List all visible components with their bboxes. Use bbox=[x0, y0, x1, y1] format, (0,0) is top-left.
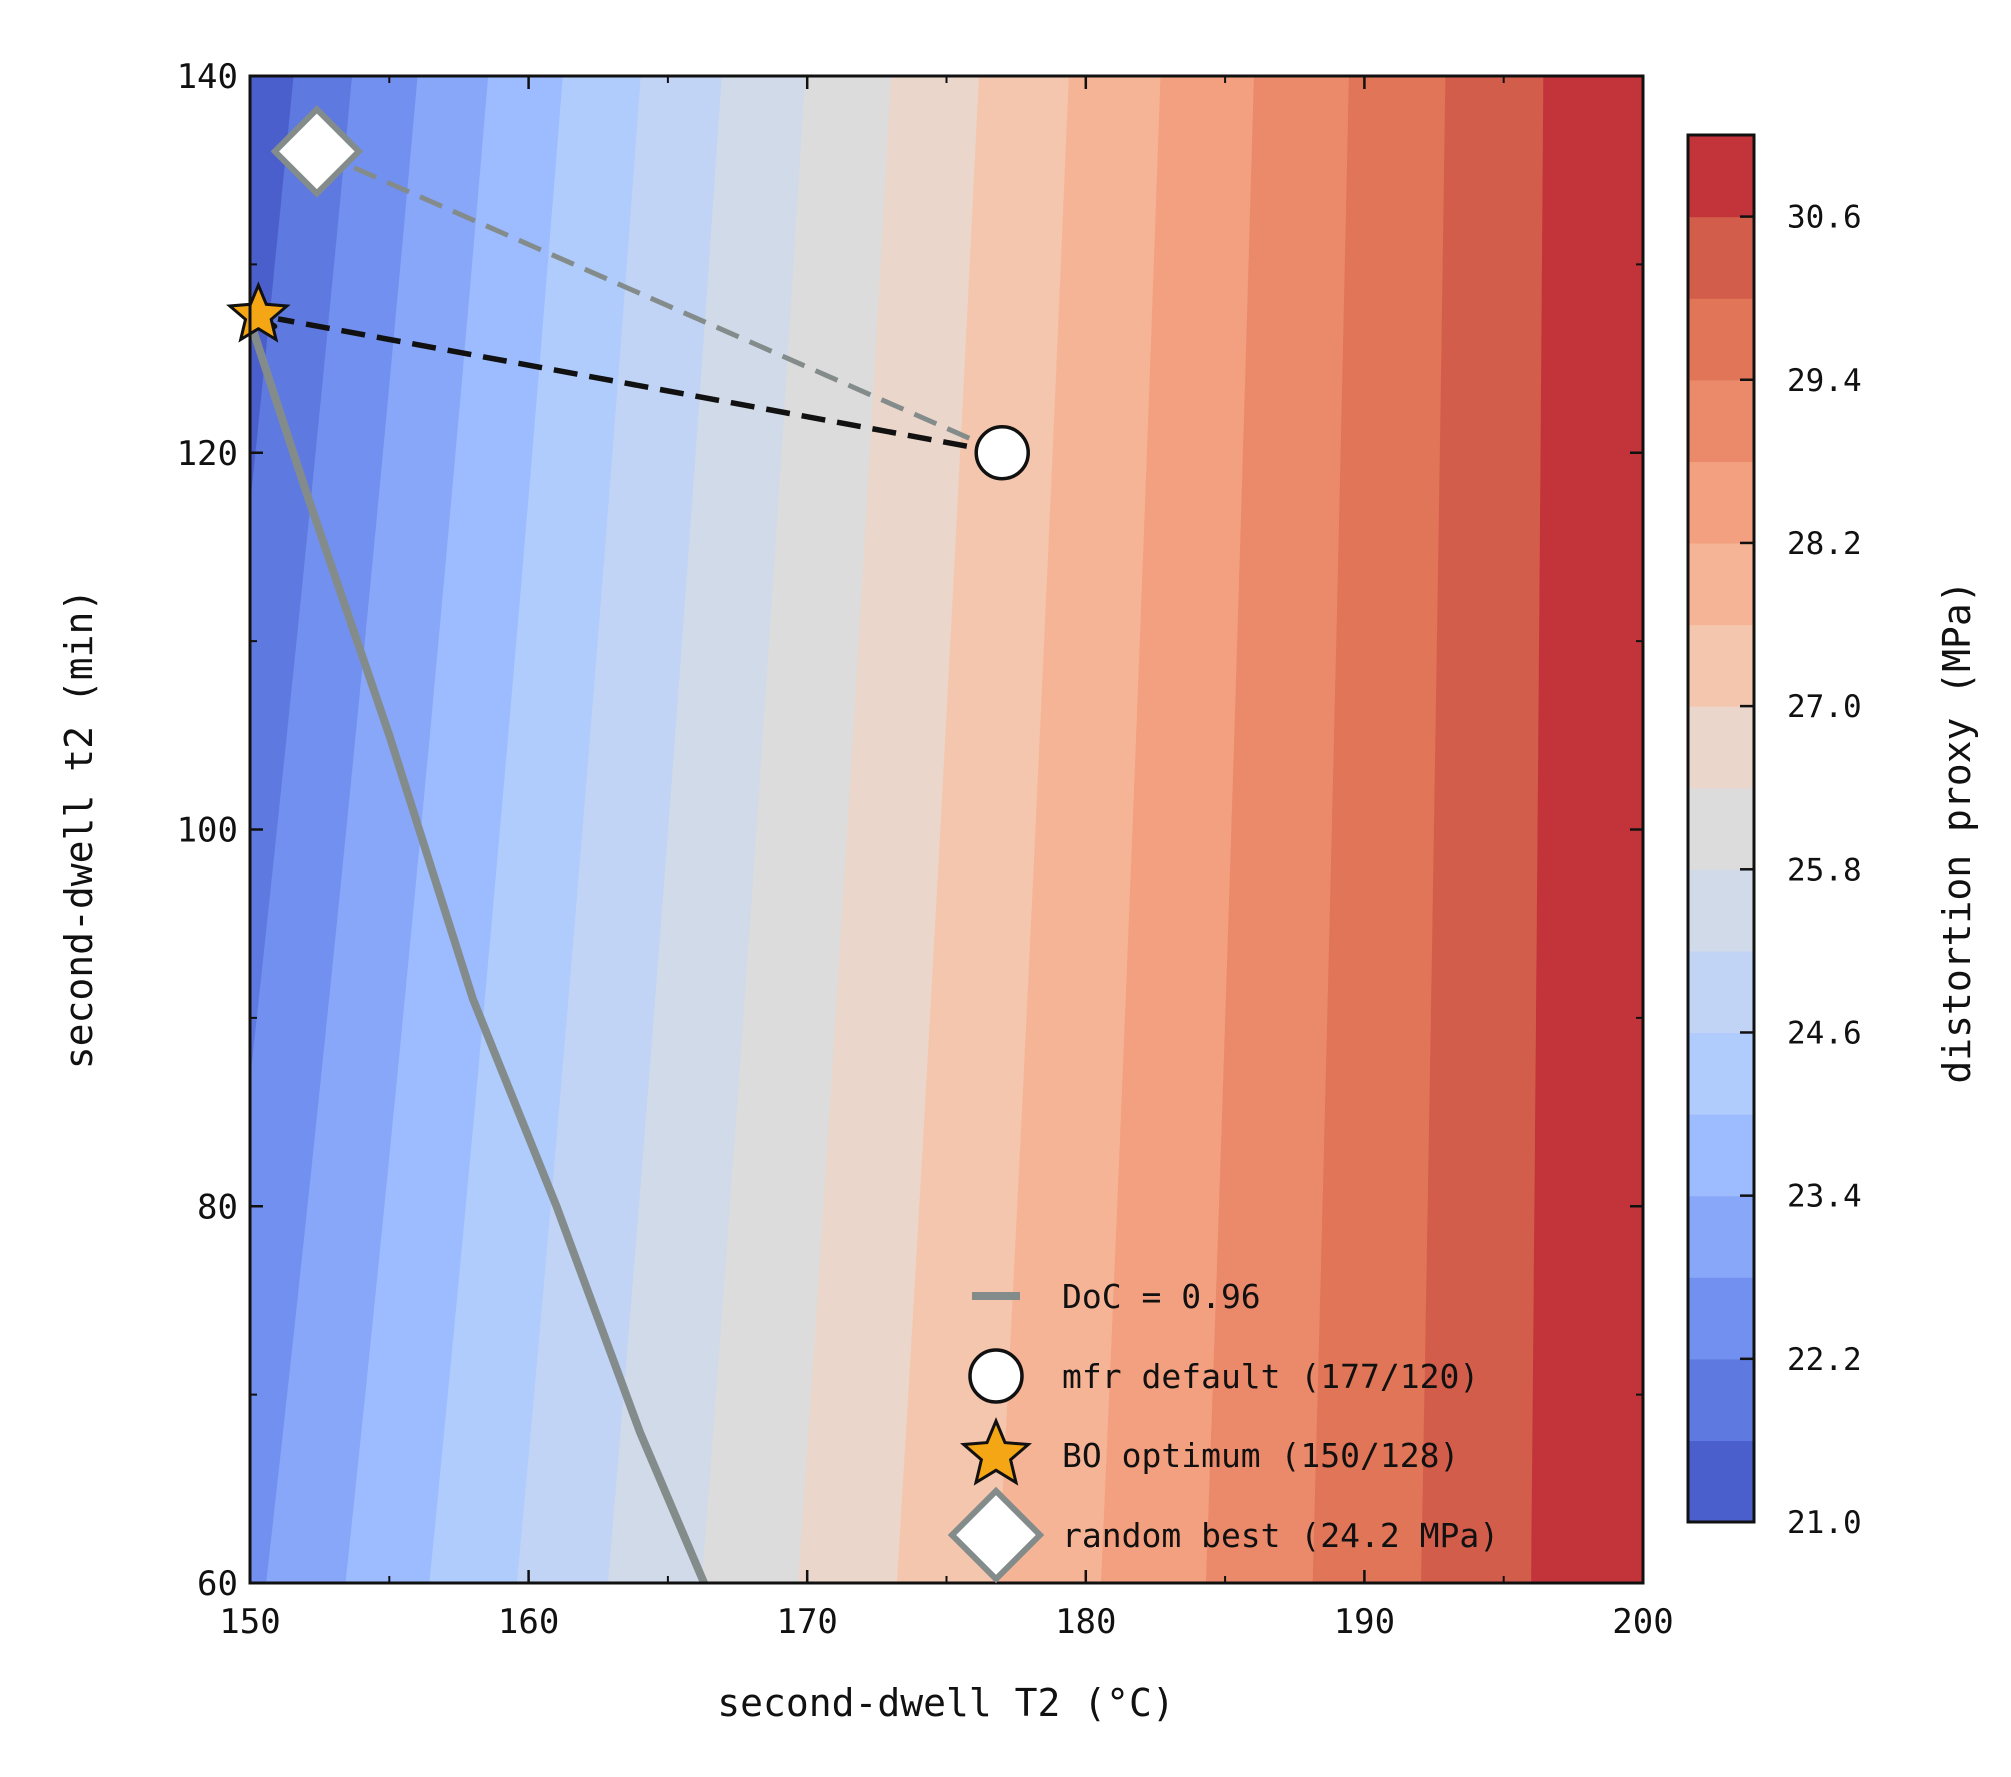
legend-label: DoC = 0.96 bbox=[1062, 1277, 1261, 1316]
bo-optimum-marker bbox=[226, 281, 291, 343]
legend-label: mfr default (177/120) bbox=[1062, 1357, 1479, 1396]
colorbar-band bbox=[1688, 1358, 1754, 1442]
legend-label: random best (24.2 MPa) bbox=[1062, 1516, 1499, 1555]
colorbar: 21.0 22.2 23.4 24.6 25.8 27.0 28.2 29.4 30.6 bbox=[1686, 133, 1862, 1541]
y-tick-label: 120 bbox=[177, 434, 238, 474]
y-tick-label: 60 bbox=[197, 1564, 238, 1604]
y-tick-label: 80 bbox=[197, 1187, 238, 1227]
colorbar-band bbox=[1688, 135, 1754, 218]
y-tick-label: 100 bbox=[177, 811, 238, 851]
x-tick-label: 180 bbox=[1055, 1602, 1116, 1642]
colorbar-band bbox=[1688, 461, 1754, 544]
colorbar-band bbox=[1688, 1032, 1754, 1115]
x-axis-label: second-dwell T2 (°C) bbox=[717, 1681, 1175, 1725]
colorbar-tick-label: 22.2 bbox=[1787, 1342, 1862, 1378]
colorbar-frame bbox=[1686, 133, 1756, 1524]
colorbar-label: distortion proxy (MPa) bbox=[1935, 580, 1979, 1083]
colorbar-tick-label: 30.6 bbox=[1787, 200, 1862, 236]
doc-line bbox=[250, 319, 708, 1583]
legend: DoC = 0.96 mfr default (177/120) BO optimu… bbox=[947, 1277, 1499, 1584]
colorbar-tick-label: 28.2 bbox=[1787, 526, 1862, 562]
colorbar-tick-label: 23.4 bbox=[1787, 1179, 1862, 1215]
mfr-default-marker bbox=[974, 425, 1030, 481]
x-tick-label: 150 bbox=[219, 1602, 280, 1642]
colorbar-tick-label: 24.6 bbox=[1787, 1015, 1862, 1051]
colorbar-band bbox=[1688, 624, 1754, 707]
x-tick-label: 170 bbox=[776, 1602, 837, 1642]
axes: 150 160 170 180 190 200 60 80 100 120 140 bbox=[177, 57, 1674, 1642]
contour-band bbox=[250, 76, 295, 1583]
colorbar-band bbox=[1688, 787, 1754, 870]
x-tick-label: 200 bbox=[1612, 1602, 1673, 1642]
x-tick-label: 190 bbox=[1334, 1602, 1395, 1642]
legend-mfr-swatch bbox=[968, 1348, 1024, 1404]
arrow-line bbox=[277, 316, 1003, 456]
colorbar-band bbox=[1688, 1277, 1754, 1360]
colorbar-band bbox=[1688, 706, 1754, 789]
y-tick-label: 140 bbox=[177, 57, 238, 97]
colorbar-band bbox=[1688, 298, 1754, 381]
colorbar-band bbox=[1688, 1195, 1754, 1278]
random-best-marker bbox=[270, 105, 364, 198]
arrow-line bbox=[334, 157, 1004, 456]
x-tick-label: 160 bbox=[498, 1602, 559, 1642]
colorbar-tick-label: 21.0 bbox=[1787, 1505, 1862, 1541]
colorbar-tick-label: 25.8 bbox=[1787, 852, 1862, 888]
y-axis-label: second-dwell t2 (min) bbox=[57, 589, 101, 1069]
contour-fill bbox=[250, 76, 1643, 1583]
markers bbox=[226, 105, 1030, 481]
colorbar-band bbox=[1688, 1440, 1754, 1523]
doc-curve bbox=[250, 319, 708, 1583]
legend-label: BO optimum (150/128) bbox=[1062, 1436, 1459, 1475]
colorbar-tick-label: 27.0 bbox=[1787, 689, 1862, 725]
colorbar-band bbox=[1688, 1114, 1754, 1197]
legend-random-swatch bbox=[947, 1486, 1045, 1584]
contour-band bbox=[1531, 76, 1643, 1583]
colorbar-band bbox=[1688, 216, 1754, 299]
colorbar-band bbox=[1688, 950, 1754, 1034]
legend-bo-swatch bbox=[959, 1417, 1033, 1486]
colorbar-band bbox=[1688, 869, 1754, 952]
colorbar-tick-label: 29.4 bbox=[1787, 363, 1862, 399]
colorbar-band bbox=[1688, 542, 1754, 626]
colorbar-band bbox=[1688, 379, 1754, 462]
